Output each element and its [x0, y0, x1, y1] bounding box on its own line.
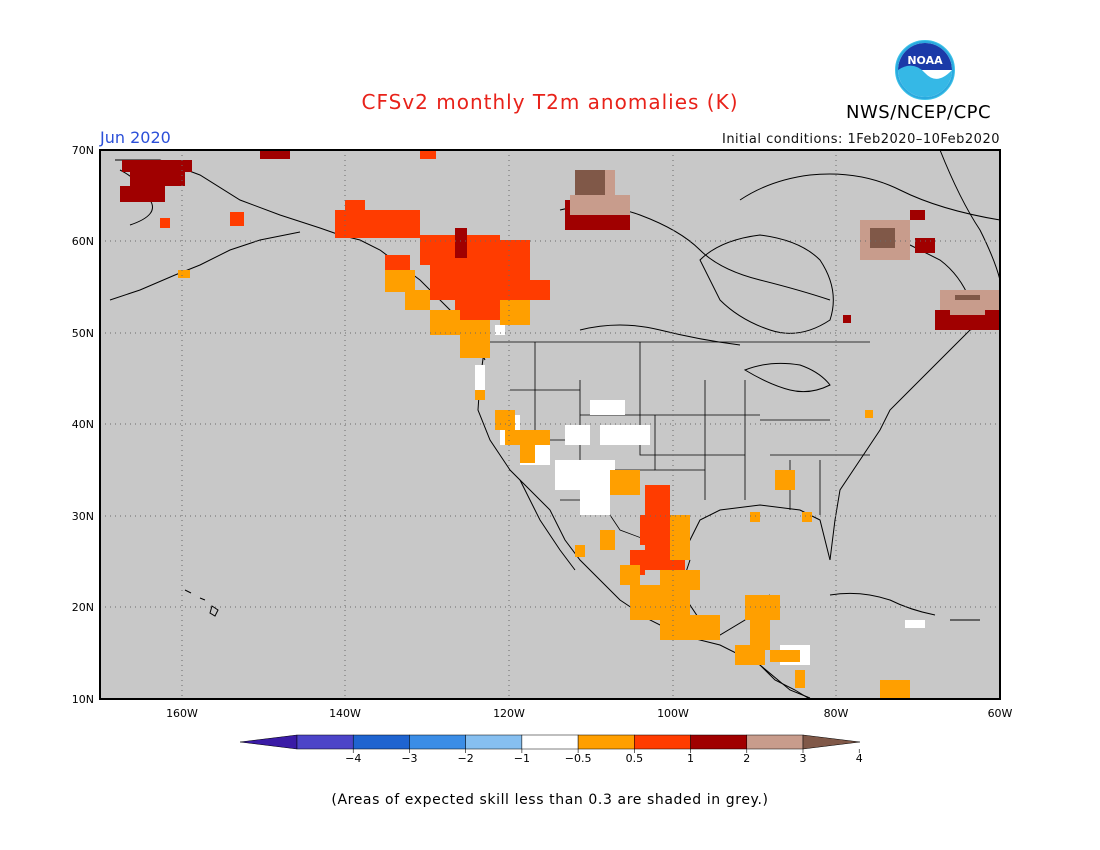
lon-label: 60W	[988, 707, 1013, 720]
lat-label: 50N	[72, 327, 94, 340]
colorbar-tick-label: 1	[687, 752, 694, 765]
lat-label: 10N	[72, 693, 94, 706]
coastlines	[109, 149, 1001, 699]
colorbar-segment	[634, 734, 691, 750]
lon-label: 100W	[657, 707, 689, 720]
colorbar-left-arrow	[239, 734, 298, 750]
lat-label: 40N	[72, 418, 94, 431]
colorbar-segment	[746, 734, 804, 750]
colorbar-tick-label: −3	[401, 752, 417, 765]
lat-label: 20N	[72, 601, 94, 614]
lat-label: 70N	[72, 144, 94, 157]
lat-label: 30N	[72, 510, 94, 523]
anomaly-shading	[120, 150, 1000, 698]
colorbar-tick-label: −1	[514, 752, 530, 765]
colorbar-segment	[352, 734, 410, 750]
colorbar-segment	[296, 734, 354, 750]
colorbar-tick-label: 2	[743, 752, 750, 765]
map-frame	[99, 149, 1001, 700]
lat-label: 60N	[72, 235, 94, 248]
colorbar-segment	[690, 734, 748, 750]
forecast-month: Jun 2020	[100, 128, 171, 147]
lon-label: 120W	[493, 707, 525, 720]
initial-conditions: Initial conditions: 1Feb2020–10Feb2020	[721, 132, 1000, 147]
colorbar-segment	[521, 734, 579, 750]
colorbar-tick-label: −2	[458, 752, 474, 765]
lat-axis: 70N 60N 50N 40N 30N 20N 10N	[72, 144, 94, 706]
colorbar-tick-label: 0.5	[626, 752, 644, 765]
graticule	[100, 150, 1000, 699]
lon-label: 140W	[329, 707, 361, 720]
colorbar-right-arrow	[802, 734, 861, 750]
map-title: CFSv2 monthly T2m anomalies (K)	[361, 90, 739, 114]
colorbar-segment	[577, 734, 635, 750]
colorbar: −4 −3 −2 −1 −0.5 0.5 1 2 3 4	[239, 734, 863, 765]
lon-label: 80W	[824, 707, 849, 720]
colorbar-segment	[409, 734, 466, 750]
footnote: (Areas of expected skill less than 0.3 a…	[331, 792, 769, 808]
colorbar-tick-label: 3	[800, 752, 807, 765]
lon-label: 160W	[166, 707, 198, 720]
colorbar-tick-label: 4	[856, 752, 863, 765]
logo-text: NOAA	[907, 54, 943, 67]
colorbar-tick-label: −0.5	[565, 752, 592, 765]
agency-label: NWS/NCEP/CPC	[846, 102, 992, 123]
lon-axis: 160W 140W 120W 100W 80W 60W	[166, 707, 1012, 720]
noaa-logo: NOAA	[895, 40, 955, 100]
colorbar-segment	[465, 734, 523, 750]
colorbar-tick-label: −4	[345, 752, 361, 765]
